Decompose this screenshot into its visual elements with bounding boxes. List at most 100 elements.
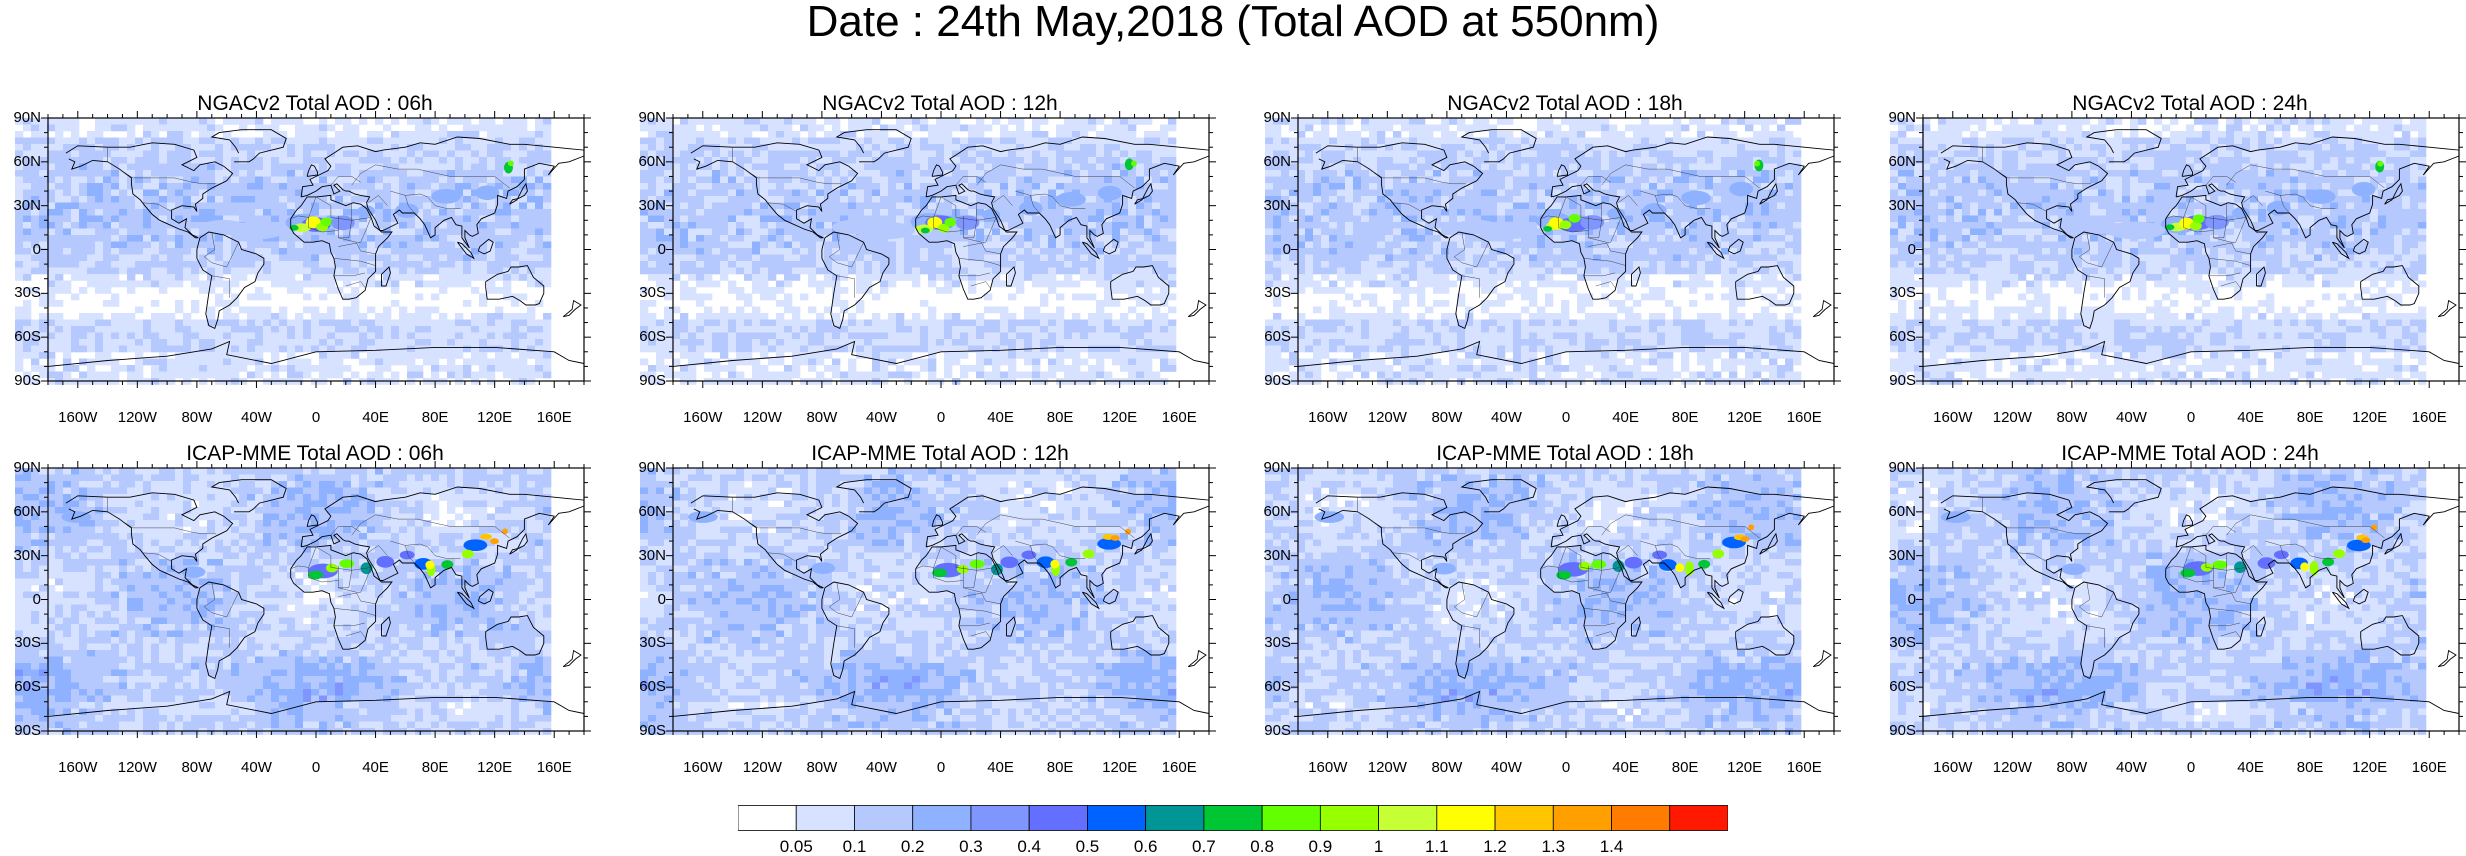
lon-tick-label: 80E [2280, 760, 2340, 776]
colorbar-level-label: 0.7 [1179, 838, 1229, 856]
lat-tick-label: 60S [1261, 679, 1291, 695]
lon-tick-label: 80W [167, 760, 227, 776]
lat-tick-label: 30S [636, 285, 666, 301]
lat-tick-label: 60N [1886, 504, 1916, 520]
colorbar-level-label: 0.05 [771, 838, 821, 856]
lon-tick-label: 80E [2280, 410, 2340, 426]
lat-tick-label: 90S [636, 723, 666, 739]
lat-tick-label: 90N [636, 460, 666, 476]
lon-tick-label: 160E [2399, 410, 2459, 426]
colorbar-level-label: 0.8 [1237, 838, 1287, 856]
lat-tick-label: 0 [1886, 242, 1916, 258]
lon-tick-label: 160W [1298, 410, 1358, 426]
lon-tick-label: 80E [1655, 410, 1715, 426]
lat-tick-label: 60N [1261, 504, 1291, 520]
colorbar-boxes [738, 805, 1728, 831]
lon-tick-label: 40E [2221, 410, 2281, 426]
lon-tick-label: 80W [2042, 760, 2102, 776]
lon-tick-label: 120W [1982, 410, 2042, 426]
lon-tick-label: 40E [346, 760, 406, 776]
aod-field [1265, 118, 1801, 385]
lat-tick-label: 0 [11, 592, 41, 608]
colorbar-box [971, 806, 1029, 831]
figure-title: Date : 24th May,2018 (Total AOD at 550nm… [0, 0, 2466, 44]
aod-field [1265, 468, 1801, 735]
aod-field [15, 468, 551, 735]
panel-title: ICAP-MME Total AOD : 12h [640, 442, 1240, 466]
lat-tick-label: 90N [11, 110, 41, 126]
colorbar-level-label: 0.2 [888, 838, 938, 856]
lat-tick-label: 30S [1886, 635, 1916, 651]
aod-map [1265, 468, 1865, 758]
colorbar-box [1553, 806, 1611, 831]
lon-tick-label: 120E [2340, 410, 2400, 426]
colorbar-box [1320, 806, 1378, 831]
lat-tick-label: 30N [11, 548, 41, 564]
lat-tick-label: 30S [1261, 635, 1291, 651]
colorbar-box [1612, 806, 1670, 831]
aod-field [640, 118, 1176, 385]
lat-tick-label: 0 [1886, 592, 1916, 608]
colorbar-level-label: 0.4 [1004, 838, 1054, 856]
lat-tick-label: 30S [1886, 285, 1916, 301]
colorbar-box [1670, 806, 1728, 831]
lon-tick-label: 160E [1774, 410, 1834, 426]
lon-tick-label: 0 [911, 410, 971, 426]
lon-tick-label: 0 [1536, 410, 1596, 426]
aod-map [1890, 118, 2466, 408]
lat-tick-label: 60S [1886, 679, 1916, 695]
lat-tick-label: 60S [11, 679, 41, 695]
aod-field [640, 468, 1176, 735]
lon-tick-label: 160E [524, 760, 584, 776]
colorbar-level-label: 0.1 [829, 838, 879, 856]
lon-tick-label: 40E [971, 410, 1031, 426]
colorbar-box [854, 806, 912, 831]
colorbar-box [913, 806, 971, 831]
lon-tick-label: 160W [673, 410, 733, 426]
lon-tick-label: 40W [851, 760, 911, 776]
aod-map [1890, 468, 2466, 758]
lat-tick-label: 60N [1886, 154, 1916, 170]
lon-tick-label: 160W [48, 760, 108, 776]
colorbar-level-label: 1.1 [1412, 838, 1462, 856]
colorbar-box [1262, 806, 1320, 831]
lat-tick-label: 30N [11, 198, 41, 214]
lon-tick-label: 80E [1655, 760, 1715, 776]
lat-tick-label: 90N [1886, 110, 1916, 126]
aod-map [640, 118, 1240, 408]
panel-title: NGACv2 Total AOD : 06h [15, 92, 615, 116]
aod-colorbar [738, 805, 1728, 831]
lat-tick-label: 0 [1261, 242, 1291, 258]
lon-tick-label: 120E [465, 410, 525, 426]
lon-tick-label: 80E [1030, 410, 1090, 426]
lon-tick-label: 160W [1923, 760, 1983, 776]
colorbar-box [1029, 806, 1087, 831]
lon-tick-label: 80W [2042, 410, 2102, 426]
lat-tick-label: 30S [1261, 285, 1291, 301]
lon-tick-label: 0 [2161, 410, 2221, 426]
lon-tick-label: 160E [1149, 760, 1209, 776]
lat-tick-label: 60S [636, 679, 666, 695]
colorbar-level-label: 0.5 [1062, 838, 1112, 856]
lon-tick-label: 80W [167, 410, 227, 426]
lat-tick-label: 0 [11, 242, 41, 258]
lat-tick-label: 90S [1886, 373, 1916, 389]
lon-tick-label: 120E [1715, 410, 1775, 426]
lon-tick-label: 160W [1298, 760, 1358, 776]
lat-tick-label: 30N [636, 198, 666, 214]
lat-tick-label: 90S [11, 723, 41, 739]
lon-tick-label: 80E [405, 760, 465, 776]
lon-tick-label: 80W [792, 760, 852, 776]
panel-title: ICAP-MME Total AOD : 18h [1265, 442, 1865, 466]
lat-tick-label: 60N [11, 154, 41, 170]
colorbar-box [738, 806, 796, 831]
lat-tick-label: 60N [11, 504, 41, 520]
lon-tick-label: 40E [2221, 760, 2281, 776]
aod-map [15, 468, 615, 758]
lat-tick-label: 60S [636, 329, 666, 345]
colorbar-box [1437, 806, 1495, 831]
